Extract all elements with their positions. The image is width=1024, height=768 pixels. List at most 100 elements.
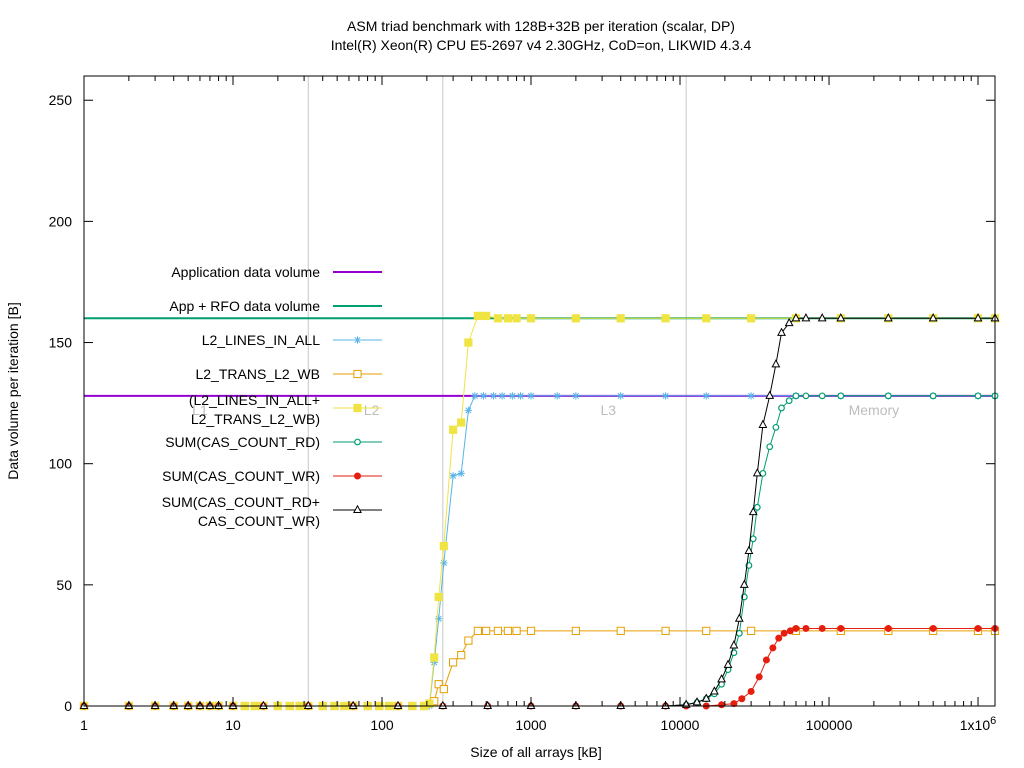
data-point — [493, 626, 503, 635]
data-point — [765, 390, 775, 399]
data-point — [354, 438, 361, 446]
cache-boundary-lines — [307, 76, 687, 706]
data-point — [702, 314, 711, 323]
data-point — [571, 626, 580, 635]
data-point — [772, 423, 780, 431]
data-point — [755, 673, 763, 681]
x-tick-label: 1000 — [515, 717, 546, 733]
data-point — [449, 425, 458, 434]
x-tick-label-base: 1 — [80, 717, 88, 733]
data-point — [661, 626, 670, 635]
data-point — [512, 314, 521, 323]
data-point — [464, 338, 473, 347]
data-point — [434, 592, 443, 602]
data-point — [482, 626, 491, 635]
legend-label: SUM(CAS_COUNT_RD+ CAS_COUNT_WR) — [162, 494, 320, 529]
x-tick-label-base: 100000 — [806, 717, 853, 733]
data-point — [526, 314, 536, 323]
data-point — [709, 686, 719, 695]
data-point — [817, 313, 827, 322]
data-point — [730, 700, 738, 708]
data-point — [749, 535, 757, 543]
data-point — [784, 317, 794, 327]
data-point — [661, 314, 670, 323]
data-point — [464, 406, 472, 414]
data-point — [973, 313, 983, 322]
data-point — [353, 504, 362, 514]
data-point — [572, 392, 580, 400]
data-point — [457, 418, 466, 427]
data-point — [792, 392, 800, 400]
data-point — [929, 624, 937, 632]
data-point — [617, 392, 625, 400]
data-point — [753, 503, 761, 511]
data-point — [791, 313, 801, 322]
data-point — [473, 311, 482, 320]
data-point — [837, 624, 845, 632]
axes: 0 50 100 150 200 250 1 10 100 1000 10000 100000 1x10… — [49, 75, 996, 733]
data-point — [489, 392, 498, 400]
x-tick-label-base: 1000 — [515, 717, 546, 733]
x-tick-label: 1 — [80, 717, 88, 733]
legend-label-line: CAS_COUNT_WR) — [198, 513, 320, 529]
y-tick-label: 250 — [49, 92, 73, 108]
data-point — [884, 624, 892, 632]
data-point — [758, 419, 768, 428]
data-point — [439, 541, 448, 551]
data-point — [434, 680, 443, 689]
data-point — [837, 392, 845, 400]
legend-label: SUM(CAS_COUNT_WR) — [162, 468, 320, 484]
data-point — [435, 615, 443, 623]
data-point — [766, 443, 774, 451]
data-point — [735, 629, 743, 637]
legend-label: App + RFO data volume — [169, 298, 320, 314]
x-tick-label: 10000 — [661, 717, 700, 733]
region-label: L3 — [600, 402, 616, 418]
data-point — [512, 626, 521, 635]
data-point — [884, 392, 892, 400]
x-tick-label-exponent: 6 — [990, 715, 996, 727]
x-axis-label: Size of all arrays [kB] — [470, 744, 602, 760]
chart-subtitle: Intel(R) Xeon(R) CPU E5-2697 v4 2.30GHz,… — [331, 37, 752, 53]
data-point — [449, 472, 457, 480]
data-point — [801, 313, 811, 322]
data-point — [457, 651, 466, 660]
data-point — [792, 624, 800, 632]
data-point — [425, 699, 434, 708]
y-axis-label: Data volume per iteration [B] — [5, 302, 21, 479]
data-point — [493, 314, 503, 323]
data-point — [734, 613, 744, 622]
data-point — [692, 697, 702, 706]
cache-region-labels: L1 L2 L3 Memory — [192, 402, 899, 418]
data-point — [928, 313, 938, 322]
y-tick-label: 200 — [49, 213, 73, 229]
series-line — [84, 628, 995, 707]
data-point — [498, 392, 506, 400]
data-point — [771, 359, 781, 368]
x-tick-label-base: 10 — [225, 717, 241, 733]
legend-label-line: (L2_LINES_IN_ALL+ — [189, 392, 320, 408]
x-tick-label: 100000 — [806, 717, 853, 733]
series-7 — [80, 624, 999, 710]
series-4 — [79, 626, 1000, 711]
data-point — [929, 392, 937, 400]
data-point — [747, 626, 756, 635]
data-point — [464, 636, 473, 645]
data-point — [818, 624, 826, 632]
region-label: Memory — [849, 402, 900, 418]
data-point — [616, 314, 625, 323]
y-tick-label: 150 — [49, 335, 73, 351]
x-tick-label: 10 — [225, 717, 241, 733]
data-point — [759, 469, 767, 477]
data-point — [430, 653, 439, 662]
data-point — [778, 404, 785, 412]
data-point — [785, 397, 793, 405]
data-point — [718, 701, 726, 709]
data-point — [440, 559, 448, 567]
x-tick-label-base: 10000 — [661, 717, 700, 733]
region-label: L2 — [364, 402, 380, 418]
data-point — [780, 629, 788, 637]
data-point — [786, 627, 794, 635]
y-tick-label: 50 — [56, 577, 72, 593]
